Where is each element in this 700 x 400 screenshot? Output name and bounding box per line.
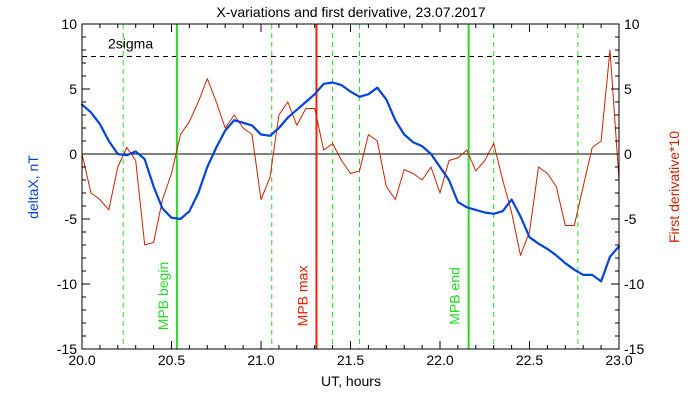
x-tick-label: 21.0 bbox=[247, 352, 274, 368]
y-tick-label-left: 5 bbox=[69, 81, 77, 97]
reference-lines bbox=[82, 24, 619, 349]
x-tick-label: 23.0 bbox=[605, 352, 632, 368]
y-tick-label-right: 10 bbox=[624, 16, 640, 32]
y-tick-label-left: -5 bbox=[65, 211, 78, 227]
y-tick-label-right: 5 bbox=[624, 81, 632, 97]
y-tick-label-right: -5 bbox=[624, 211, 637, 227]
y-tick-label-left: -10 bbox=[57, 276, 77, 292]
y-tick-label-right: -10 bbox=[624, 276, 644, 292]
y-tick-label-left: -15 bbox=[57, 341, 77, 357]
chart-title: X-variations and first derivative, 23.07… bbox=[216, 4, 485, 20]
x-tick-label: 20.0 bbox=[68, 352, 95, 368]
x-tick-label: 20.5 bbox=[158, 352, 185, 368]
series-layer bbox=[80, 49, 621, 283]
y-tick-label-right: -15 bbox=[624, 341, 644, 357]
x-tick-label: 22.5 bbox=[516, 352, 543, 368]
y-tick-label-left: 10 bbox=[61, 16, 77, 32]
y-tick-label-right: 0 bbox=[624, 146, 632, 162]
reference-label-v-2: MPB begin bbox=[155, 262, 171, 330]
reference-label-v-3: MPB max bbox=[294, 266, 310, 327]
reference-label-v-4: MPB end bbox=[447, 267, 463, 325]
y-axis-right-label: First derivative*10 bbox=[666, 131, 682, 243]
y-axis-left-label: deltaX, nT bbox=[25, 155, 41, 219]
x-axis-label: UT, hours bbox=[321, 373, 381, 389]
series-line-0 bbox=[80, 81, 621, 283]
x-tick-label: 21.5 bbox=[337, 352, 364, 368]
reference-label-h-1: 2sigma bbox=[108, 36, 153, 52]
series-line-1 bbox=[81, 49, 620, 256]
axis-ticks bbox=[81, 23, 620, 350]
axis-tick-labels: 20.0 20.5 21.0 21.5 22.0 22.5 23.0-15 -15-10 -10… bbox=[57, 16, 645, 368]
y-tick-label-left: 0 bbox=[69, 146, 77, 162]
x-tick-label: 22.0 bbox=[426, 352, 453, 368]
reference-labels: 2sigma MPB begin MPB max MPB end bbox=[108, 36, 463, 331]
